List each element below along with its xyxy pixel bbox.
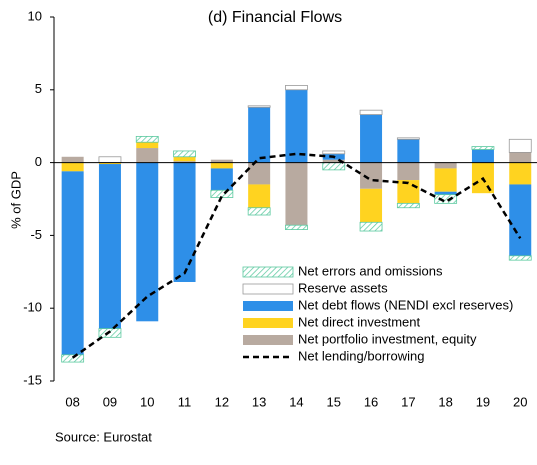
legend-label: Net errors and omissions xyxy=(298,263,443,278)
bar-segment xyxy=(210,159,233,163)
bar-segment xyxy=(509,152,532,163)
bar-segment xyxy=(61,156,84,163)
legend-swatch xyxy=(243,318,293,328)
x-tick-label: 12 xyxy=(215,394,229,409)
bar-segment xyxy=(397,162,420,181)
bar-segment xyxy=(61,354,85,363)
x-tick-label: 17 xyxy=(401,394,415,409)
bar-segment xyxy=(285,162,308,226)
x-tick-label: 08 xyxy=(65,394,79,409)
legend-swatch xyxy=(243,301,293,311)
y-tick-label: 10 xyxy=(28,8,42,23)
bar-segment xyxy=(136,148,159,163)
bar-segment xyxy=(434,168,457,192)
bar-segment xyxy=(360,188,383,223)
bar-segment xyxy=(210,162,233,169)
bar-segment xyxy=(285,85,308,91)
x-tick-label: 10 xyxy=(140,394,154,409)
legend-swatch xyxy=(242,266,294,278)
bar-segment xyxy=(173,150,196,158)
bar-segment xyxy=(247,105,271,108)
y-tick-label: 5 xyxy=(35,81,42,96)
legend-label: Net debt flows (NENDI excl reserves) xyxy=(298,297,513,312)
bar-segment xyxy=(396,137,420,140)
bar-segment xyxy=(360,114,383,163)
bar-segment xyxy=(434,162,457,169)
bar-segment xyxy=(98,164,121,329)
bar-segment xyxy=(396,202,420,209)
x-tick-label: 19 xyxy=(476,394,490,409)
legend-label: Net portfolio investment, equity xyxy=(298,331,477,346)
bar-segment xyxy=(210,168,233,191)
bar-segment xyxy=(98,156,122,164)
legend-label: Net lending/borrowing xyxy=(298,348,424,363)
bar-segment xyxy=(61,162,84,172)
bar-segment xyxy=(61,171,84,355)
x-tick-label: 14 xyxy=(289,394,303,409)
bar-segment xyxy=(247,207,271,216)
bar-segment xyxy=(322,150,346,155)
y-tick-label: -15 xyxy=(23,372,42,387)
bar-segment xyxy=(434,194,458,204)
bar-segment xyxy=(173,162,196,282)
bar-segment xyxy=(508,138,532,153)
bar-segment xyxy=(508,255,532,261)
y-tick-label: -10 xyxy=(23,300,42,315)
bar-segment xyxy=(471,146,495,150)
legend-label: Net direct investment xyxy=(298,314,420,329)
chart-title: (d) Financial Flows xyxy=(208,9,342,26)
x-tick-label: 13 xyxy=(252,394,266,409)
legend-swatch xyxy=(243,335,293,345)
bar-segment xyxy=(471,149,494,163)
x-tick-label: 11 xyxy=(178,394,192,409)
bar-segment xyxy=(434,191,457,195)
source: Source: Eurostat xyxy=(55,429,152,444)
bar-segment xyxy=(248,107,271,163)
bar-segment xyxy=(248,184,271,208)
bar-segment xyxy=(136,162,159,322)
bar-segment xyxy=(285,89,308,163)
bar-segment xyxy=(173,156,196,162)
bar-segment xyxy=(359,109,383,115)
bar-segment xyxy=(98,162,121,165)
x-tick-label: 15 xyxy=(327,394,341,409)
bar-segment xyxy=(322,162,346,171)
x-tick-label: 18 xyxy=(438,394,452,409)
bar-segment xyxy=(173,161,196,163)
bar-segment xyxy=(136,142,159,149)
y-axis-label: % of GDP xyxy=(8,171,23,229)
bar-segment xyxy=(397,180,420,204)
bar-segment xyxy=(397,139,420,163)
bar-segment xyxy=(360,162,383,189)
legend-label: Reserve assets xyxy=(298,280,388,295)
y-tick-label: -5 xyxy=(30,227,42,242)
legend-swatch xyxy=(242,283,294,295)
bar-segment xyxy=(322,159,345,163)
bar-segment xyxy=(135,135,159,143)
bar-segment xyxy=(509,162,532,185)
bar-segment xyxy=(285,224,308,230)
x-tick-label: 09 xyxy=(103,394,117,409)
y-tick-label: 0 xyxy=(35,154,42,169)
bar-segment xyxy=(509,184,532,256)
x-tick-label: 16 xyxy=(364,394,378,409)
bar-segment xyxy=(210,189,234,198)
bar-segment xyxy=(359,221,383,232)
bar-segment xyxy=(248,162,271,185)
x-tick-label: 20 xyxy=(513,394,527,409)
